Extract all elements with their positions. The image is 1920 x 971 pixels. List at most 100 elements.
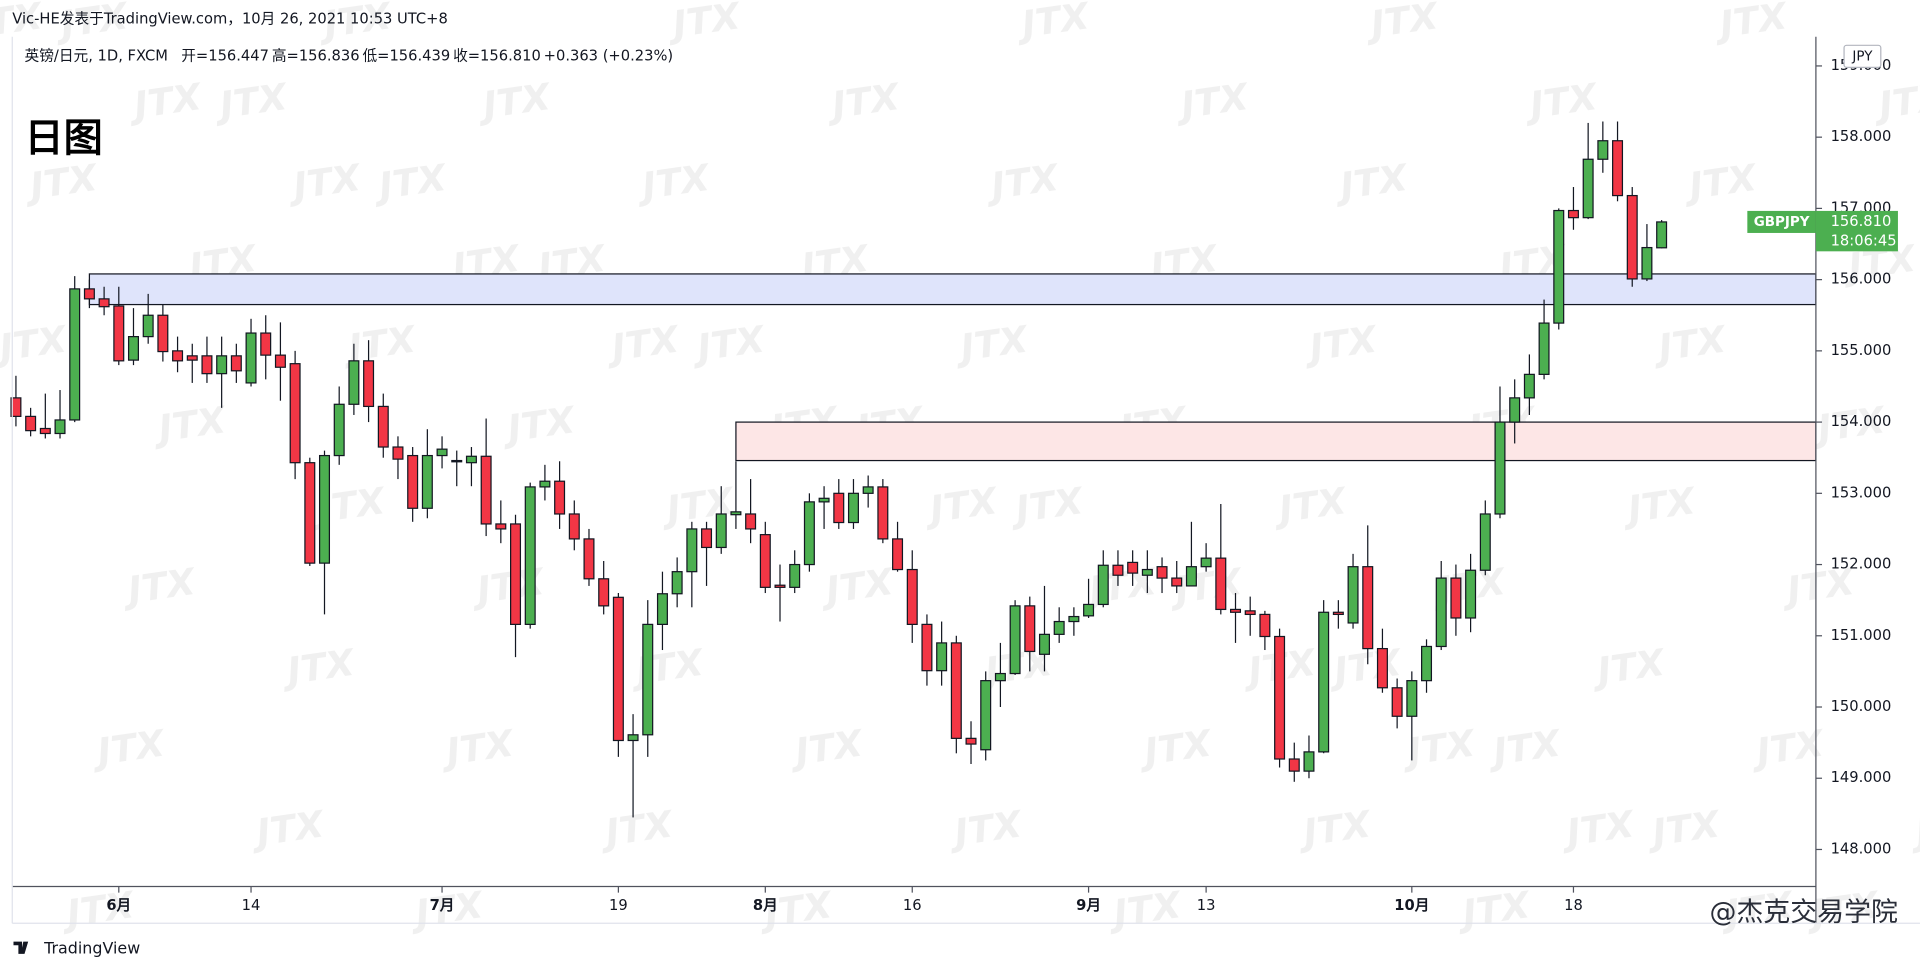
candle-body bbox=[818, 497, 830, 503]
watermark: JTX bbox=[57, 883, 138, 936]
candle-body bbox=[1362, 566, 1374, 650]
watermark: JTX bbox=[278, 641, 359, 694]
y-tick-label: 152.000 bbox=[1831, 556, 1892, 573]
candle-body bbox=[1215, 557, 1227, 611]
quote-value: 高=156.836 bbox=[272, 47, 360, 64]
watermark: JTX bbox=[118, 560, 199, 613]
currency: JPY bbox=[1851, 49, 1873, 64]
candle-body bbox=[1141, 568, 1153, 576]
watermark: JTX bbox=[920, 479, 1001, 532]
quote-value: 开=156.447 bbox=[181, 47, 269, 64]
watermark: JTX bbox=[473, 75, 554, 128]
watermark: JTX bbox=[755, 883, 836, 936]
candle-body bbox=[671, 571, 683, 595]
watermark: JTX bbox=[822, 75, 903, 128]
chart-title: 日图 bbox=[25, 116, 103, 161]
candle-body bbox=[421, 454, 433, 509]
candle-body bbox=[1097, 564, 1109, 606]
candle-body bbox=[1185, 566, 1197, 587]
watermark: JTX bbox=[1300, 317, 1381, 370]
candle-body bbox=[1391, 687, 1403, 717]
candle-body bbox=[1083, 603, 1095, 617]
candle-body bbox=[627, 734, 639, 742]
x-tick-label: 8月 bbox=[753, 897, 778, 914]
watermark: JTX bbox=[816, 560, 897, 613]
quote-line: 英镑/日元, 1D, FXCM 开=156.447 高=156.836 低=156.4… bbox=[25, 46, 674, 64]
candle-body bbox=[1509, 397, 1521, 423]
candle-body bbox=[142, 314, 154, 338]
candle-body bbox=[847, 492, 859, 524]
candle-body bbox=[774, 584, 786, 588]
price-tag: GBPJPY 156.810 18:06:45 bbox=[1747, 210, 1898, 252]
candle-body bbox=[1171, 577, 1183, 587]
footer-credit: @杰克交易学院 bbox=[1709, 897, 1898, 928]
candle-body bbox=[39, 427, 51, 435]
candle-body bbox=[172, 350, 184, 362]
candle-body bbox=[230, 355, 242, 372]
quote-value: +0.363 (+0.23%) bbox=[544, 47, 673, 64]
watermark: JTX bbox=[627, 641, 708, 694]
watermark: JTX bbox=[1588, 641, 1669, 694]
candle-body bbox=[69, 288, 81, 421]
watermark: JTX bbox=[437, 721, 518, 774]
watermark: JTX bbox=[1006, 479, 1087, 532]
candle-body bbox=[598, 578, 610, 607]
candle-body bbox=[113, 305, 125, 362]
candle-body bbox=[803, 501, 815, 566]
candle-body bbox=[1450, 577, 1462, 619]
watermark: JTX bbox=[945, 802, 1026, 855]
watermark: JTX bbox=[1808, 398, 1889, 451]
y-tick-label: 156.000 bbox=[1831, 271, 1892, 288]
candle-body bbox=[642, 623, 654, 736]
watermark: JTX bbox=[247, 802, 328, 855]
candle-body bbox=[892, 538, 904, 571]
candle-body bbox=[1523, 373, 1535, 399]
watermark: JTX bbox=[1331, 156, 1412, 209]
x-tick-label: 9月 bbox=[1076, 897, 1101, 914]
candle-body bbox=[25, 415, 37, 432]
candle-body bbox=[524, 486, 536, 625]
candle-body bbox=[1068, 615, 1080, 623]
tag-countdown: 18:06:45 bbox=[1831, 233, 1897, 250]
x-tick-label: 10月 bbox=[1394, 897, 1429, 914]
watermark: JTX bbox=[0, 317, 71, 370]
candle-body bbox=[186, 355, 198, 361]
x-tick-label: 19 bbox=[609, 897, 628, 914]
x-tick-label: 18 bbox=[1564, 897, 1583, 914]
candle-body bbox=[157, 314, 169, 353]
candle-body bbox=[216, 355, 228, 375]
watermark: JTX bbox=[1484, 721, 1565, 774]
candle-body bbox=[333, 403, 345, 457]
footer-brand: TradingView bbox=[43, 938, 140, 957]
candle-body bbox=[833, 492, 845, 524]
candle-body bbox=[98, 298, 110, 308]
candle-body bbox=[877, 486, 889, 540]
watermark: JTX bbox=[88, 721, 169, 774]
candle-body bbox=[348, 360, 360, 405]
watermark: JTX bbox=[1747, 721, 1828, 774]
candle-body bbox=[701, 528, 713, 549]
watermark: JTX bbox=[1649, 317, 1730, 370]
candle-body bbox=[1112, 564, 1124, 576]
x-tick-label: 16 bbox=[903, 897, 922, 914]
watermark: JTX bbox=[498, 398, 579, 451]
watermark: JTX bbox=[1398, 721, 1479, 774]
candle-body bbox=[377, 405, 389, 448]
candle-body bbox=[539, 480, 551, 488]
watermark: JTX bbox=[1557, 802, 1638, 855]
watermark: JTX bbox=[1618, 479, 1699, 532]
author-line: Vic-HE发表于TradingView.com，10月 26, 2021 10… bbox=[12, 11, 448, 28]
watermark: JTX bbox=[1361, 0, 1442, 47]
candle-body bbox=[304, 462, 316, 564]
candle-body bbox=[1274, 635, 1286, 760]
watermark: JTX bbox=[663, 0, 744, 47]
candle-body bbox=[862, 486, 874, 494]
y-tick-label: 158.000 bbox=[1831, 128, 1892, 145]
candle-body bbox=[480, 455, 492, 525]
candle-body bbox=[318, 454, 331, 564]
watermark: JTX bbox=[20, 156, 101, 209]
candle-body bbox=[1494, 421, 1506, 515]
y-tick-label: 155.000 bbox=[1831, 342, 1892, 359]
watermark: JTX bbox=[1104, 883, 1185, 936]
candle-body bbox=[1229, 608, 1242, 613]
